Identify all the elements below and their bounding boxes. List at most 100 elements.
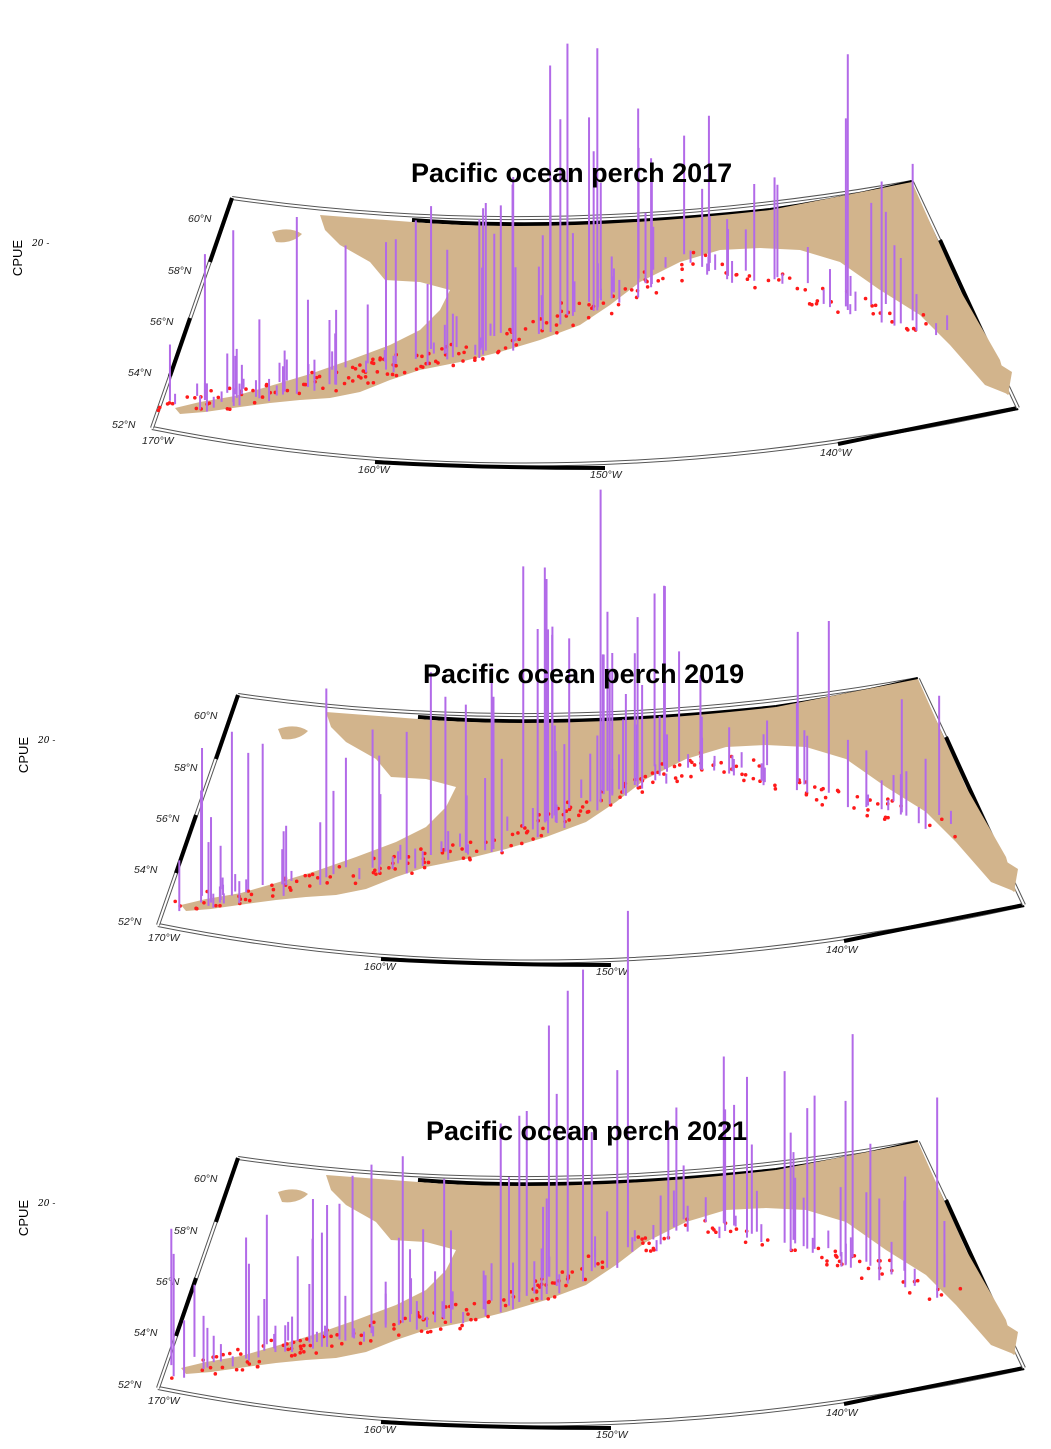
latitude-tick-label: 58°N: [168, 265, 192, 277]
station-point: [870, 304, 874, 308]
station-point: [271, 887, 276, 892]
station-point: [519, 841, 524, 846]
map-frame-bottom: [157, 903, 1025, 964]
station-point: [394, 373, 399, 378]
station-point: [692, 763, 697, 767]
station-point: [636, 1235, 641, 1239]
station-point: [402, 370, 407, 375]
station-point: [393, 867, 397, 871]
station-point: [303, 873, 308, 878]
station-point: [820, 286, 825, 291]
station-point: [564, 1283, 568, 1288]
station-point: [243, 897, 248, 902]
station-point: [722, 770, 726, 774]
station-point: [422, 851, 427, 856]
station-point: [873, 303, 878, 308]
station-point: [552, 1295, 557, 1299]
station-point: [734, 764, 739, 769]
southeast-land: [985, 355, 1012, 395]
station-point: [410, 871, 414, 876]
station-point: [544, 321, 549, 325]
station-point: [673, 776, 678, 780]
station-point: [298, 1344, 303, 1349]
station-point: [835, 788, 840, 793]
station-point: [886, 815, 890, 820]
latitude-tick-label: 60°N: [188, 213, 212, 225]
station-point: [662, 1236, 666, 1241]
station-point: [821, 786, 825, 791]
station-point: [194, 906, 198, 911]
station-point: [294, 879, 299, 884]
cpue-tick-label: 20 -: [37, 1199, 55, 1209]
map-frame-bottom-inner: [157, 904, 1025, 963]
station-point: [911, 326, 916, 331]
station-point: [760, 1243, 765, 1247]
station-point: [661, 276, 665, 281]
station-point: [307, 884, 312, 888]
station-point: [371, 361, 376, 366]
station-point: [346, 375, 351, 380]
station-point: [580, 805, 585, 809]
cpue-tick-label: 20 -: [37, 736, 55, 746]
map-frame-top-inner: [237, 1141, 919, 1180]
station-point: [419, 847, 423, 851]
station-point: [643, 774, 648, 779]
station-point: [584, 800, 589, 804]
map-frame-left-black: [208, 197, 234, 263]
station-point: [156, 408, 161, 413]
station-point: [473, 356, 477, 360]
station-point: [165, 402, 170, 406]
station-point: [472, 1301, 477, 1306]
station-point: [766, 278, 771, 283]
station-point: [757, 764, 762, 768]
station-point: [793, 1248, 797, 1253]
station-point: [238, 1352, 243, 1356]
station-point: [335, 1333, 339, 1337]
station-point: [486, 1314, 490, 1319]
station-point: [298, 1338, 303, 1343]
station-point: [915, 1278, 920, 1283]
station-point: [350, 379, 355, 383]
island-land: [278, 726, 308, 740]
station-point: [473, 1317, 478, 1322]
station-point: [816, 1246, 821, 1251]
station-point: [448, 849, 452, 854]
latitude-tick-label: 52°N: [118, 916, 142, 928]
station-point: [600, 1260, 605, 1264]
map-frame-bottom: [157, 1366, 1025, 1427]
map-panel-2019: CPUE 20 - 170°W 160°W 150°W 140°W 52°N 54°N 56°N…: [16, 489, 1026, 978]
station-point: [385, 372, 390, 376]
map-frame-bottom-black: [374, 460, 606, 470]
station-point: [629, 288, 634, 292]
station-point: [640, 1237, 644, 1241]
station-point: [871, 311, 876, 316]
station-point: [216, 395, 221, 400]
station-point: [329, 1334, 333, 1339]
station-point: [394, 363, 398, 368]
station-point: [420, 354, 424, 359]
station-point: [426, 860, 431, 865]
station-point: [214, 903, 218, 908]
station-point: [537, 1285, 542, 1289]
station-point: [742, 778, 746, 783]
station-point: [953, 834, 957, 839]
station-point: [244, 387, 248, 391]
station-point: [787, 276, 792, 280]
station-point: [200, 1368, 205, 1373]
station-point: [209, 388, 213, 393]
longitude-tick-label: 150°W: [596, 1429, 629, 1441]
map-frame-left-black: [214, 694, 240, 760]
station-point: [285, 388, 290, 393]
station-point: [868, 798, 872, 802]
station-point: [185, 395, 190, 399]
station-point: [342, 381, 347, 386]
alaska-land: [175, 182, 1010, 414]
station-point: [330, 1344, 334, 1348]
map-frame-top-inner: [237, 678, 919, 717]
map-frame-bottom-black-2: [837, 406, 1019, 446]
latitude-tick-label: 56°N: [150, 316, 174, 328]
southeast-land: [991, 1315, 1018, 1355]
station-point: [940, 817, 944, 822]
cpue-axis-label: CPUE: [16, 737, 31, 773]
station-point: [420, 365, 425, 369]
